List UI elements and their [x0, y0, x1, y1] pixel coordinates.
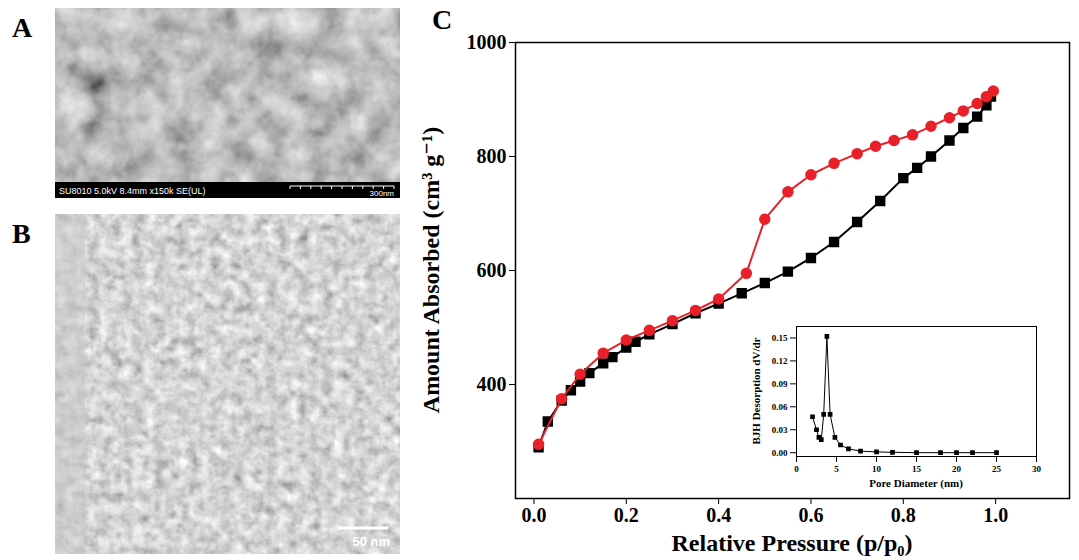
svg-text:0: 0	[794, 464, 799, 474]
html-text:B: B	[12, 218, 31, 249]
svg-text:0.15: 0.15	[772, 333, 788, 343]
svg-text:0.0: 0.0	[521, 504, 546, 526]
svg-text:50 nm: 50 nm	[352, 534, 390, 549]
svg-text:Amount Absorbed (cm³ g⁻¹): Amount Absorbed (cm³ g⁻¹)	[418, 127, 444, 413]
svg-text:25: 25	[992, 464, 1002, 474]
svg-text:BJH Desorption dV/dr: BJH Desorption dV/dr	[750, 337, 762, 444]
svg-text:600: 600	[477, 259, 507, 281]
svg-text:0.00: 0.00	[772, 448, 788, 458]
svg-text:0.2: 0.2	[614, 504, 639, 526]
svg-text:800: 800	[477, 145, 507, 167]
svg-text:0.03: 0.03	[772, 425, 788, 435]
svg-text:0.09: 0.09	[772, 379, 788, 389]
svg-text:Relative Pressure (p/p₀): Relative Pressure (p/p₀)	[672, 530, 913, 556]
svg-text:400: 400	[477, 373, 507, 395]
svg-text:0.6: 0.6	[798, 504, 823, 526]
svg-text:0.8: 0.8	[891, 504, 916, 526]
svg-text:0.12: 0.12	[772, 356, 788, 366]
svg-text:20: 20	[952, 464, 962, 474]
svg-text:5: 5	[834, 464, 839, 474]
svg-text:Pore Diameter (nm): Pore Diameter (nm)	[869, 477, 963, 490]
svg-text:1.0: 1.0	[983, 504, 1008, 526]
svg-text:10: 10	[872, 464, 882, 474]
svg-text:30: 30	[1032, 464, 1042, 474]
svg-text:300nm: 300nm	[370, 189, 395, 198]
svg-text:1000: 1000	[467, 31, 507, 53]
svg-text:0.4: 0.4	[706, 504, 731, 526]
svg-text:15: 15	[912, 464, 922, 474]
svg-text:SU8010 5.0kV 8.4mm x150k SE(UL: SU8010 5.0kV 8.4mm x150k SE(UL)	[59, 186, 206, 196]
svg-text:0.06: 0.06	[772, 402, 788, 412]
html-text:A: A	[12, 12, 33, 43]
html-text:C: C	[432, 4, 453, 35]
